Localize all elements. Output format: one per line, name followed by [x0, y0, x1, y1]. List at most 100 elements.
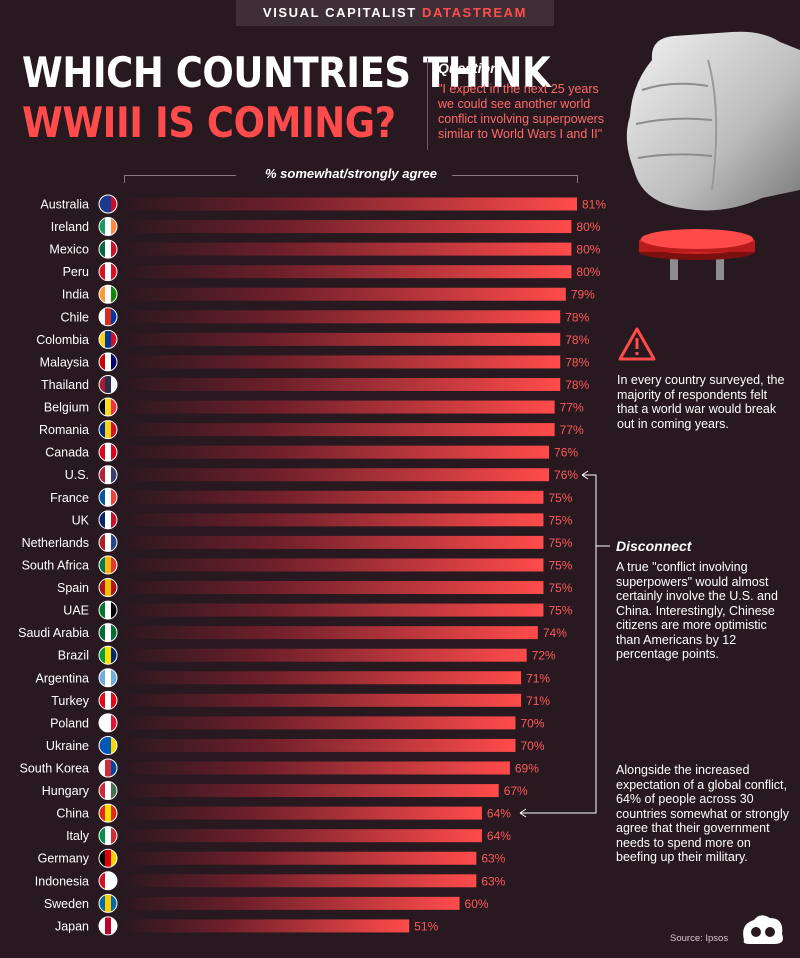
bar — [124, 581, 544, 595]
bar — [124, 423, 555, 437]
bar — [124, 287, 566, 301]
spending-note: Alongside the increased expectation of a… — [616, 763, 789, 864]
header-banner: VISUAL CAPITALIST DATASTREAM — [236, 0, 554, 26]
bar — [124, 829, 482, 843]
title-line-1: WHICH COUNTRIES THINK — [22, 48, 551, 97]
country-label: Chile — [61, 310, 90, 324]
poland-flag-icon — [98, 713, 118, 733]
bar — [124, 535, 544, 549]
value-label: 51% — [414, 919, 438, 933]
country-label: Japan — [55, 919, 89, 933]
bar — [124, 671, 522, 685]
italy-flag-icon — [98, 826, 118, 846]
bar — [124, 377, 561, 391]
value-label: 72% — [532, 649, 556, 663]
page-title: WHICH COUNTRIES THINK WWIII IS COMING? — [22, 48, 622, 148]
axis-tick-left — [124, 175, 125, 183]
country-label: Indonesia — [35, 874, 89, 888]
country-label: Ukraine — [46, 739, 89, 753]
value-label: 78% — [565, 378, 589, 392]
value-label: 77% — [560, 401, 584, 415]
country-label: Saudi Arabia — [18, 626, 89, 640]
value-label: 74% — [543, 626, 567, 640]
brand-product: DATASTREAM — [421, 5, 528, 20]
bar — [124, 648, 527, 662]
bar — [124, 220, 572, 234]
bar — [124, 716, 516, 730]
country-label: Italy — [66, 829, 90, 843]
x-axis-label: % somewhat/strongly agree — [265, 166, 437, 181]
country-label: Colombia — [36, 333, 89, 347]
value-label: 60% — [465, 897, 489, 911]
country-label: Thailand — [41, 378, 89, 392]
bar — [124, 242, 572, 256]
x-axis-title: % somewhat/strongly agree — [124, 166, 578, 184]
germany-flag-icon — [98, 848, 118, 868]
us-flag-icon — [98, 465, 118, 485]
value-label: 69% — [515, 762, 539, 776]
colombia-flag-icon — [98, 329, 118, 349]
value-label: 77% — [560, 423, 584, 437]
value-label: 81% — [582, 198, 606, 212]
country-label: Argentina — [35, 671, 89, 685]
peru-flag-icon — [98, 262, 118, 282]
country-label: Peru — [63, 265, 89, 279]
value-label: 76% — [554, 468, 578, 482]
belgium-flag-icon — [98, 397, 118, 417]
axis-tick-right — [577, 175, 578, 183]
country-label: Sweden — [44, 897, 89, 911]
uae-flag-icon — [98, 600, 118, 620]
country-label: Germany — [38, 852, 90, 866]
value-label: 78% — [565, 333, 589, 347]
question-label: Question — [438, 60, 499, 76]
bar — [124, 558, 544, 572]
country-label: Brazil — [58, 649, 89, 663]
disconnect-title: Disconnect — [616, 538, 692, 554]
fist-over-red-button-icon — [626, 31, 800, 280]
bar — [124, 738, 516, 752]
chile-flag-icon — [98, 307, 118, 327]
value-label: 75% — [548, 581, 572, 595]
warning-note: In every country surveyed, the majority … — [617, 373, 785, 431]
country-label: France — [50, 491, 89, 505]
country-label: South Africa — [22, 558, 89, 572]
value-label: 79% — [571, 288, 595, 302]
value-label: 75% — [548, 604, 572, 618]
bar — [124, 265, 572, 279]
value-label: 75% — [548, 513, 572, 527]
value-label: 76% — [554, 446, 578, 460]
value-label: 71% — [526, 694, 550, 708]
value-label: 78% — [565, 310, 589, 324]
question-divider — [427, 58, 428, 150]
country-label: Netherlands — [22, 536, 89, 550]
australia-flag-icon — [98, 194, 118, 214]
disconnect-note: A true "conflict involving superpowers" … — [616, 560, 778, 661]
ukraine-flag-icon — [98, 735, 118, 755]
axis-rule-right — [452, 175, 578, 176]
south-africa-flag-icon — [98, 555, 118, 575]
india-flag-icon — [98, 284, 118, 304]
value-label: 64% — [487, 829, 511, 843]
country-label: Hungary — [42, 784, 90, 798]
value-label: 80% — [576, 265, 600, 279]
spain-flag-icon — [98, 578, 118, 598]
saudi-arabia-flag-icon — [98, 623, 118, 643]
value-label: 63% — [481, 874, 505, 888]
mexico-flag-icon — [98, 239, 118, 259]
country-label: Mexico — [49, 243, 89, 257]
value-label: 75% — [548, 536, 572, 550]
country-label: Romania — [39, 423, 89, 437]
bar — [124, 761, 510, 775]
value-label: 78% — [565, 355, 589, 369]
value-label: 75% — [548, 558, 572, 572]
value-label: 80% — [576, 220, 600, 234]
country-label: UAE — [63, 604, 89, 618]
sweden-flag-icon — [98, 893, 118, 913]
bar — [124, 445, 550, 459]
brazil-flag-icon — [98, 645, 118, 665]
bar — [124, 919, 410, 933]
romania-flag-icon — [98, 420, 118, 440]
bar — [124, 603, 544, 617]
bar — [124, 784, 499, 798]
